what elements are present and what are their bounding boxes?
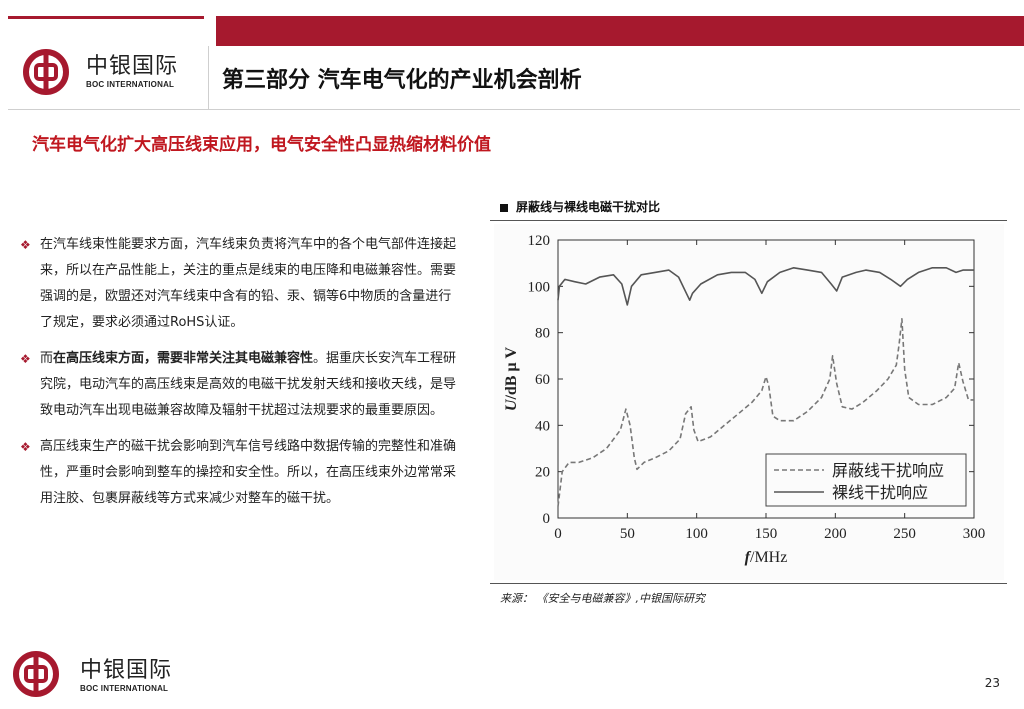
chart-axis-labels: f/MHz U/dB μ V: [503, 346, 787, 566]
chart-svg: 0 50 100 150 200 250 300 0 20 40 60 80 100 120 屏蔽线干扰响…: [503, 233, 986, 566]
page-title: 第三部分 汽车电气化的产业机会剖析: [222, 68, 582, 93]
bullet-text: 高压线束生产的磁干扰会影响到汽车信号线路中数据传输的完整性和准确性，严重时会影响…: [40, 439, 457, 506]
y-tick-label: 40: [535, 418, 550, 434]
boc-logo-header: 中银国际 BOC INTERNATIONAL: [22, 46, 202, 96]
bullet-text: 而: [40, 351, 54, 366]
page-number: 23: [984, 676, 1000, 690]
y-tick-label: 80: [535, 326, 550, 342]
chart-series: [557, 267, 974, 507]
square-bullet-icon: [500, 203, 508, 212]
x-tick-label: 0: [554, 526, 562, 542]
bullet-text: 。据重庆长安汽车工程研究院，电动汽车的高压线束是高效的电磁干扰发射天线和接收天线…: [40, 351, 457, 418]
logo-name-en: BOC INTERNATIONAL: [80, 684, 169, 693]
diamond-bullet-icon: ❖: [20, 440, 31, 454]
figure-top-rule: [490, 220, 1007, 221]
slide-subtitle: 汽车电气化扩大高压线束应用，电气安全性凸显热缩材料价值: [32, 135, 491, 155]
bullet-text: 在汽车线束性能要求方面，汽车线束负责将汽车中的各个电气部件连接起来，所以在产品性…: [40, 237, 457, 330]
x-tick-label: 200: [824, 526, 847, 542]
legend-label: 裸线干扰响应: [832, 483, 928, 502]
x-tick-label: 50: [620, 526, 635, 542]
logo-name-cn: 中银国际: [86, 54, 179, 79]
boc-emblem-icon: [23, 49, 69, 95]
header-left-rule: [8, 16, 204, 19]
x-tick-label: 250: [893, 526, 916, 542]
y-tick-label: 0: [543, 511, 551, 527]
x-tick-label: 100: [685, 526, 708, 542]
y-tick-label: 20: [535, 465, 550, 481]
logo-name-cn: 中银国际: [80, 658, 173, 683]
diamond-bullet-icon: ❖: [20, 352, 31, 366]
y-tick-label: 60: [535, 372, 550, 388]
y-tick-label: 120: [528, 233, 551, 249]
boc-logo-footer: 中银国际 BOC INTERNATIONAL: [12, 650, 192, 698]
figure-bottom-rule: [490, 583, 1007, 584]
bullet-item: ❖ 高压线束生产的磁干扰会影响到汽车信号线路中数据传输的完整性和准确性，严重时会…: [20, 434, 460, 512]
figure-caption-text: 屏蔽线与裸线电磁干扰对比: [516, 200, 661, 214]
y-tick-label: 100: [528, 279, 551, 295]
bullet-list: ❖ 在汽车线束性能要求方面，汽车线束负责将汽车中的各个电气部件连接起来，所以在产…: [20, 232, 460, 522]
x-tick-label: 150: [755, 526, 778, 542]
x-tick-label: 300: [963, 526, 986, 542]
bullet-text-emphasis: 在高压线束方面，需要非常关注其电磁兼容性: [53, 351, 314, 366]
figure-source: 来源： 《安全与电磁兼容》,中银国际研究: [500, 592, 705, 605]
series-line: [557, 318, 974, 507]
diamond-bullet-icon: ❖: [20, 238, 31, 252]
legend-label: 屏蔽线干扰响应: [832, 461, 944, 480]
header-bottom-rule: [8, 109, 1020, 110]
bullet-item: ❖ 在汽车线束性能要求方面，汽车线束负责将汽车中的各个电气部件连接起来，所以在产…: [20, 232, 460, 336]
bullet-item: ❖ 而在高压线束方面，需要非常关注其电磁兼容性。据重庆长安汽车工程研究院，电动汽…: [20, 346, 460, 424]
logo-name-en: BOC INTERNATIONAL: [86, 80, 175, 89]
figure-caption: 屏蔽线与裸线电磁干扰对比: [500, 198, 660, 215]
boc-emblem-icon: [13, 651, 59, 697]
header-divider: [208, 46, 209, 109]
legend-box: [765, 453, 967, 507]
x-axis-label: f/MHz: [745, 549, 788, 566]
header-brand-bar: [216, 16, 1024, 46]
emi-comparison-chart: 0 50 100 150 200 250 300 0 20 40 60 80 100 120 屏蔽线干扰响…: [494, 224, 1004, 580]
chart-axes: 0 50 100 150 200 250 300 0 20 40 60 80 100 120: [528, 233, 986, 542]
y-axis-label: U/dB μ V: [503, 346, 520, 411]
series-line: [557, 267, 974, 306]
